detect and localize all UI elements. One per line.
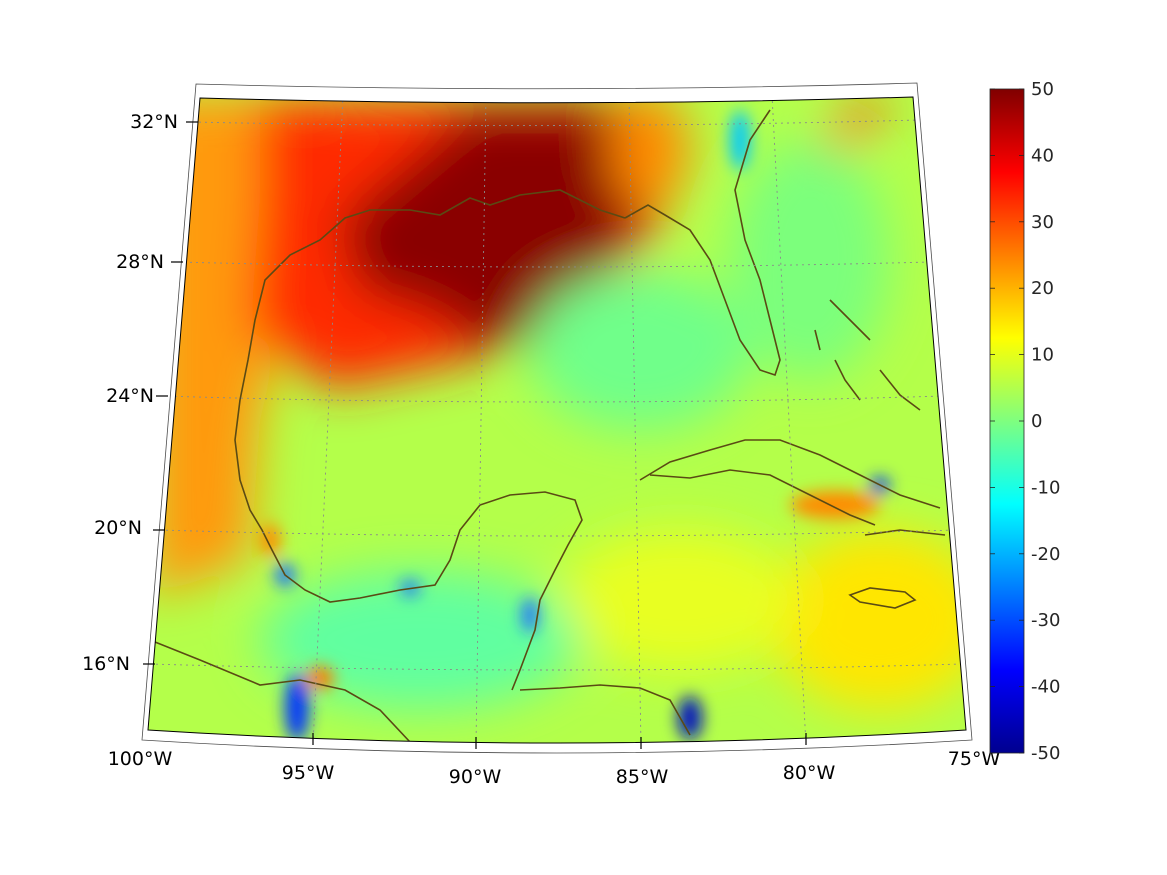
colorbar-tick-label: 30	[1031, 212, 1054, 233]
colorbar-tick-label: -30	[1031, 610, 1060, 631]
colorbar-tick-label: 0	[1031, 411, 1042, 432]
coastline-cuba	[639, 439, 941, 509]
coastline-gulf-mexico	[234, 189, 626, 691]
lat-label-16: 16°N	[82, 653, 130, 675]
colorbar-gradient	[989, 88, 1025, 754]
lon-label-85: 85°W	[616, 766, 669, 788]
colorbar-tick-label: -10	[1031, 477, 1060, 498]
heat-spot-honduras	[678, 696, 702, 740]
map-frame	[147, 96, 967, 744]
lon-label-95: 95°W	[282, 762, 335, 784]
lon-label-75: 75°W	[948, 748, 1001, 770]
coastline-florida	[624, 109, 781, 377]
lon-label-100: 100°W	[108, 748, 173, 770]
lon-label-80: 80°W	[783, 762, 836, 784]
lat-label-32: 32°N	[130, 111, 178, 133]
colorbar-tick-label: 40	[1031, 145, 1054, 166]
lat-labels: 32°N 28°N 24°N 20°N 16°N	[82, 111, 178, 675]
heat-region-panhandle	[610, 97, 690, 210]
colorbar-tick-label: -50	[1031, 743, 1060, 764]
coastlines	[154, 109, 946, 743]
heat-spot-gulfstream	[730, 110, 750, 170]
heat-spot-tehuantepec	[285, 674, 309, 742]
map-frame-outer	[141, 82, 973, 754]
coastline-bahamas	[814, 299, 921, 411]
heat-region-east-yellow	[770, 530, 966, 710]
coastline-honduras	[519, 684, 691, 736]
heat-field	[148, 97, 966, 743]
colorbar: 50 40 30 20 10 0 -10 -20 -30 -40 -50	[989, 79, 1060, 764]
lat-label-24: 24°N	[106, 385, 154, 407]
coastline-jamaica	[848, 587, 917, 609]
colorbar-ticks: 50 40 30 20 10 0 -10 -20 -30 -40 -50	[990, 79, 1060, 764]
heat-spot-veracruz	[260, 524, 280, 556]
lat-label-20: 20°N	[94, 517, 142, 539]
lon-label-90: 90°W	[449, 766, 502, 788]
coastline-hispaniola	[864, 529, 946, 536]
colorbar-tick-label: 20	[1031, 278, 1054, 299]
graticule	[149, 97, 963, 743]
heat-region-gulf-green	[530, 270, 750, 430]
colorbar-tick-label: -40	[1031, 677, 1060, 698]
heat-spot-cuba-east	[790, 491, 880, 519]
heat-spot-orange-mex	[306, 666, 334, 690]
coastline-cuba-south	[649, 469, 876, 526]
frame-ticks	[143, 121, 807, 749]
lat-label-28: 28°N	[116, 251, 164, 273]
colorbar-tick-label: 50	[1031, 79, 1054, 100]
colorbar-tick-label: 10	[1031, 345, 1054, 366]
coastline-central-america	[154, 641, 411, 743]
heat-spot-belize	[522, 597, 538, 633]
heat-region-core-darkred	[340, 110, 640, 350]
lon-labels: 100°W 95°W 90°W 85°W 80°W 75°W	[108, 748, 1001, 788]
heat-region-caribbean-green	[260, 570, 580, 710]
heat-region-south-yellow	[560, 530, 800, 670]
colorbar-tick-label: -20	[1031, 544, 1060, 565]
heat-region-atlantic-green	[730, 140, 890, 380]
